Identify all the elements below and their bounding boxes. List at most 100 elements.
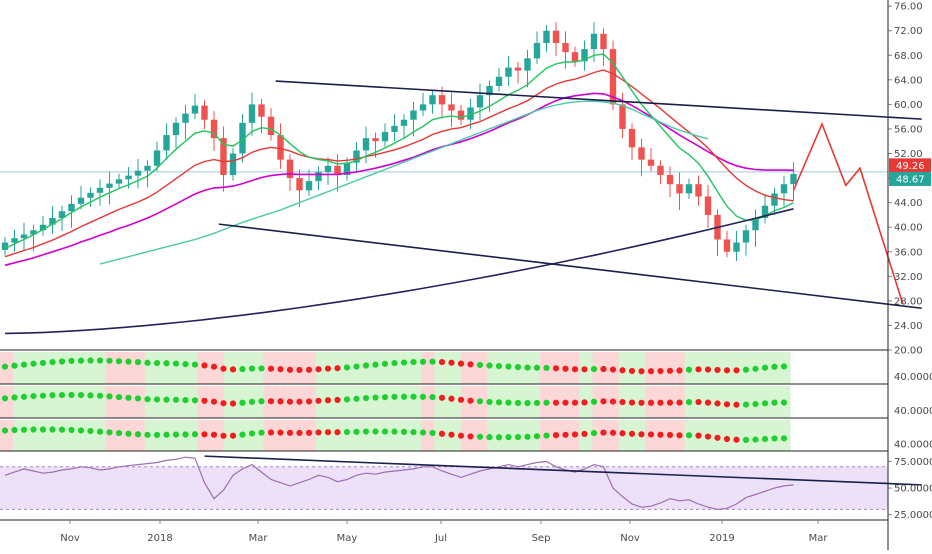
candle-body[interactable] <box>286 159 294 179</box>
candle-body[interactable] <box>571 52 579 62</box>
candle-body[interactable] <box>752 217 759 231</box>
candle-body[interactable] <box>153 150 161 166</box>
candle-body[interactable] <box>771 193 778 206</box>
candle-body[interactable] <box>761 205 769 218</box>
indicator-dot <box>429 429 436 437</box>
candle-body[interactable] <box>39 224 47 231</box>
candle-body[interactable] <box>647 159 655 166</box>
candle-body[interactable] <box>619 104 626 129</box>
candle-body[interactable] <box>438 95 446 105</box>
candle-body[interactable] <box>410 110 417 120</box>
candle-body[interactable] <box>638 147 645 160</box>
candle-body[interactable] <box>172 122 180 136</box>
candle-body[interactable] <box>448 104 455 111</box>
candle-body[interactable] <box>49 217 56 225</box>
candle-body[interactable] <box>296 178 303 191</box>
candle-body[interactable] <box>495 76 503 86</box>
indicator-bg-cell <box>52 420 67 451</box>
candle-body[interactable] <box>505 67 512 77</box>
trendline-lower-channel[interactable] <box>218 223 922 310</box>
candle-body[interactable] <box>600 33 607 50</box>
candle-body[interactable] <box>590 33 598 50</box>
candle-body[interactable] <box>581 49 588 62</box>
candle-body[interactable] <box>163 135 170 151</box>
candle-body[interactable] <box>115 179 123 184</box>
candle-body[interactable] <box>106 183 113 188</box>
candle-body[interactable] <box>210 119 218 139</box>
candle-body[interactable] <box>780 184 788 194</box>
candle-body[interactable] <box>628 128 636 148</box>
candle-body[interactable] <box>486 85 493 96</box>
price-tick-label: 44.00 <box>894 198 923 209</box>
indicator-pane-3[interactable] <box>0 420 888 452</box>
candle-body[interactable] <box>229 153 237 175</box>
candle-body[interactable] <box>87 192 94 198</box>
candle-body[interactable] <box>514 67 522 71</box>
candle-body[interactable] <box>372 138 379 142</box>
candle-body[interactable] <box>191 105 199 114</box>
price-pane[interactable] <box>0 22 922 351</box>
oscillator-pane[interactable] <box>0 455 922 521</box>
candle-body[interactable] <box>258 104 265 117</box>
candle-body[interactable] <box>476 95 484 108</box>
candle-body[interactable] <box>343 162 351 175</box>
candle-body[interactable] <box>220 138 227 175</box>
indicator-dot <box>324 365 332 372</box>
candle-body[interactable] <box>723 239 731 252</box>
candle-body[interactable] <box>685 184 693 194</box>
candle-body[interactable] <box>134 170 142 176</box>
candle-body[interactable] <box>239 122 246 154</box>
candle-body[interactable] <box>543 30 550 43</box>
oscillator-trendline[interactable] <box>204 455 922 486</box>
candle-body[interactable] <box>609 49 617 105</box>
candle-body[interactable] <box>362 138 370 151</box>
indicator-pane-2[interactable] <box>0 386 888 419</box>
candle-body[interactable] <box>201 105 208 120</box>
candle-body[interactable] <box>305 181 313 191</box>
candle-body[interactable] <box>125 175 132 180</box>
time-axis[interactable]: Nov 2018 Mar May Jul Sep Nov 2019 Mar <box>60 520 828 544</box>
candle-body[interactable] <box>733 242 740 252</box>
candle-body[interactable] <box>457 110 465 120</box>
candle-body[interactable] <box>666 175 674 185</box>
candle-body[interactable] <box>676 184 683 194</box>
candle-body[interactable] <box>144 165 151 171</box>
candle-body[interactable] <box>1 242 9 250</box>
candle-body[interactable] <box>20 234 28 239</box>
indicator-dot <box>761 400 769 407</box>
candle-body[interactable] <box>58 211 66 218</box>
candle-body[interactable] <box>182 113 189 123</box>
candle-body[interactable] <box>353 150 360 163</box>
candle-body[interactable] <box>467 107 474 120</box>
candle-body[interactable] <box>96 187 104 193</box>
price-axis[interactable]: 20.0024.0028.0032.0036.0040.0044.0048.00… <box>887 0 932 550</box>
candle-body[interactable] <box>657 165 664 175</box>
candle-body[interactable] <box>315 171 322 182</box>
candle-body[interactable] <box>524 58 531 71</box>
candle-body[interactable] <box>742 230 750 243</box>
candle-body[interactable] <box>704 196 712 215</box>
candle-body[interactable] <box>11 238 18 243</box>
candle-body[interactable] <box>381 132 389 142</box>
candle-body[interactable] <box>30 230 37 235</box>
candle-body[interactable] <box>267 116 275 136</box>
candle-body[interactable] <box>562 42 569 53</box>
candle-body[interactable] <box>533 42 541 59</box>
candle-body[interactable] <box>77 197 85 204</box>
candle-body[interactable] <box>695 184 702 197</box>
candle-body[interactable] <box>400 119 408 126</box>
candle-body[interactable] <box>248 104 256 123</box>
candle-body[interactable] <box>68 203 75 212</box>
candle-body[interactable] <box>334 165 341 175</box>
candle-body[interactable] <box>277 135 284 160</box>
candle-body[interactable] <box>790 173 797 185</box>
candle-body[interactable] <box>552 30 560 43</box>
candle-body[interactable] <box>419 104 427 111</box>
candle-body[interactable] <box>324 165 332 172</box>
indicator-pane-1[interactable] <box>0 352 888 385</box>
candle-body[interactable] <box>391 125 398 133</box>
trendline-upper-channel[interactable] <box>275 80 922 120</box>
indicator-dot <box>372 428 379 435</box>
candle-body[interactable] <box>429 95 436 105</box>
